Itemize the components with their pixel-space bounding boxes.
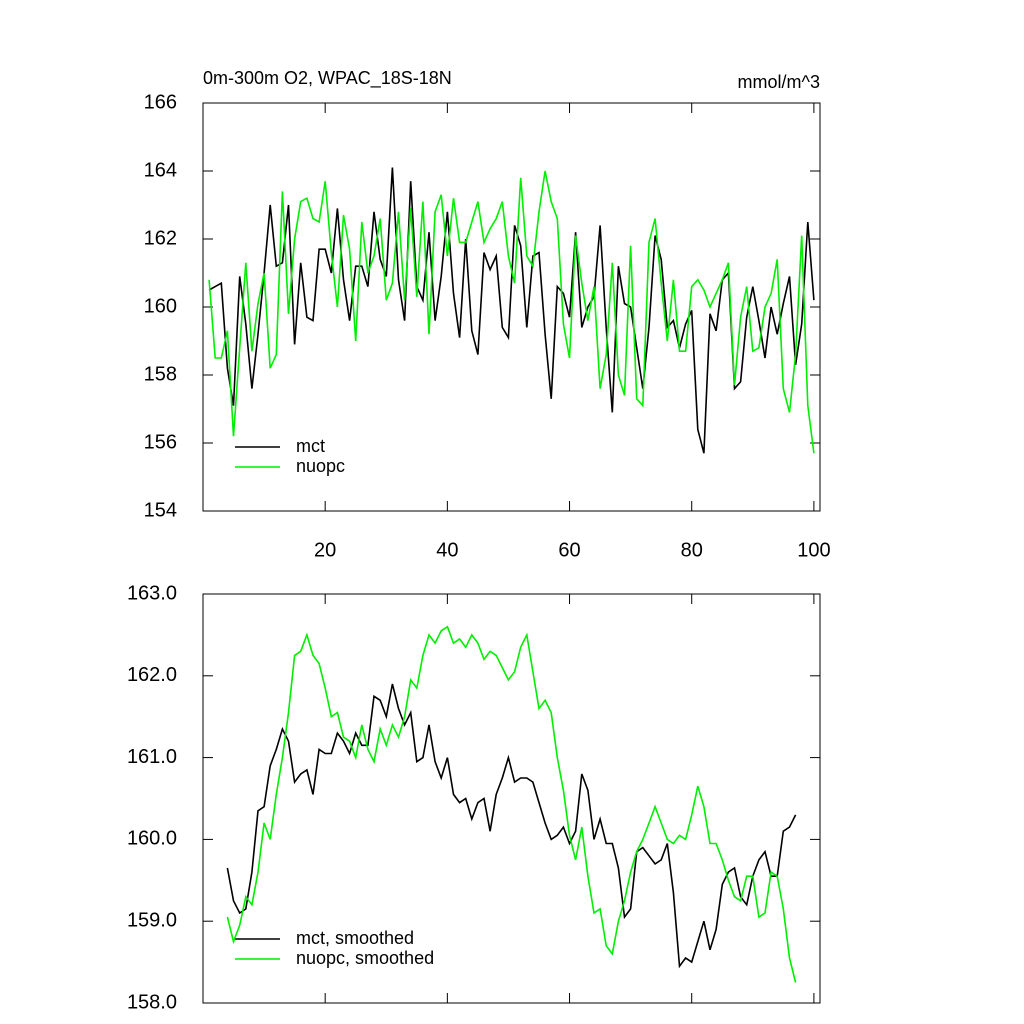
y-tick-label: 158 <box>144 363 177 385</box>
y-tick-label: 162 <box>144 227 177 249</box>
y-tick-label: 163.0 <box>127 582 177 604</box>
x-tick-label: 60 <box>558 539 580 561</box>
series-line <box>208 170 815 454</box>
chart-title: 0m-300m O2, WPAC_18S-18N <box>203 68 452 89</box>
series-line <box>208 167 815 454</box>
y-tick-label: 154 <box>144 499 177 521</box>
y-tick-label: 159.0 <box>127 909 177 931</box>
series-line <box>226 625 797 983</box>
legend-label: mct <box>296 436 325 456</box>
x-tick-label: 100 <box>797 539 830 561</box>
y-tick-label: 156 <box>144 431 177 453</box>
series-line <box>226 683 797 969</box>
units-label: mmol/m^3 <box>738 72 820 92</box>
legend-label: nuopc <box>296 456 345 476</box>
y-tick-label: 158.0 <box>127 991 177 1013</box>
y-tick-label: 164 <box>144 159 177 181</box>
y-tick-label: 162.0 <box>127 664 177 686</box>
x-tick-label: 80 <box>681 539 703 561</box>
y-tick-label: 160.0 <box>127 828 177 850</box>
x-tick-label: 40 <box>436 539 458 561</box>
x-tick-label: 20 <box>314 539 336 561</box>
plot-frame <box>202 593 821 1004</box>
y-tick-label: 166 <box>144 91 177 113</box>
y-tick-label: 160 <box>144 295 177 317</box>
legend-label: nuopc, smoothed <box>296 948 434 968</box>
legend-label: mct, smoothed <box>296 928 414 948</box>
y-tick-label: 161.0 <box>127 746 177 768</box>
